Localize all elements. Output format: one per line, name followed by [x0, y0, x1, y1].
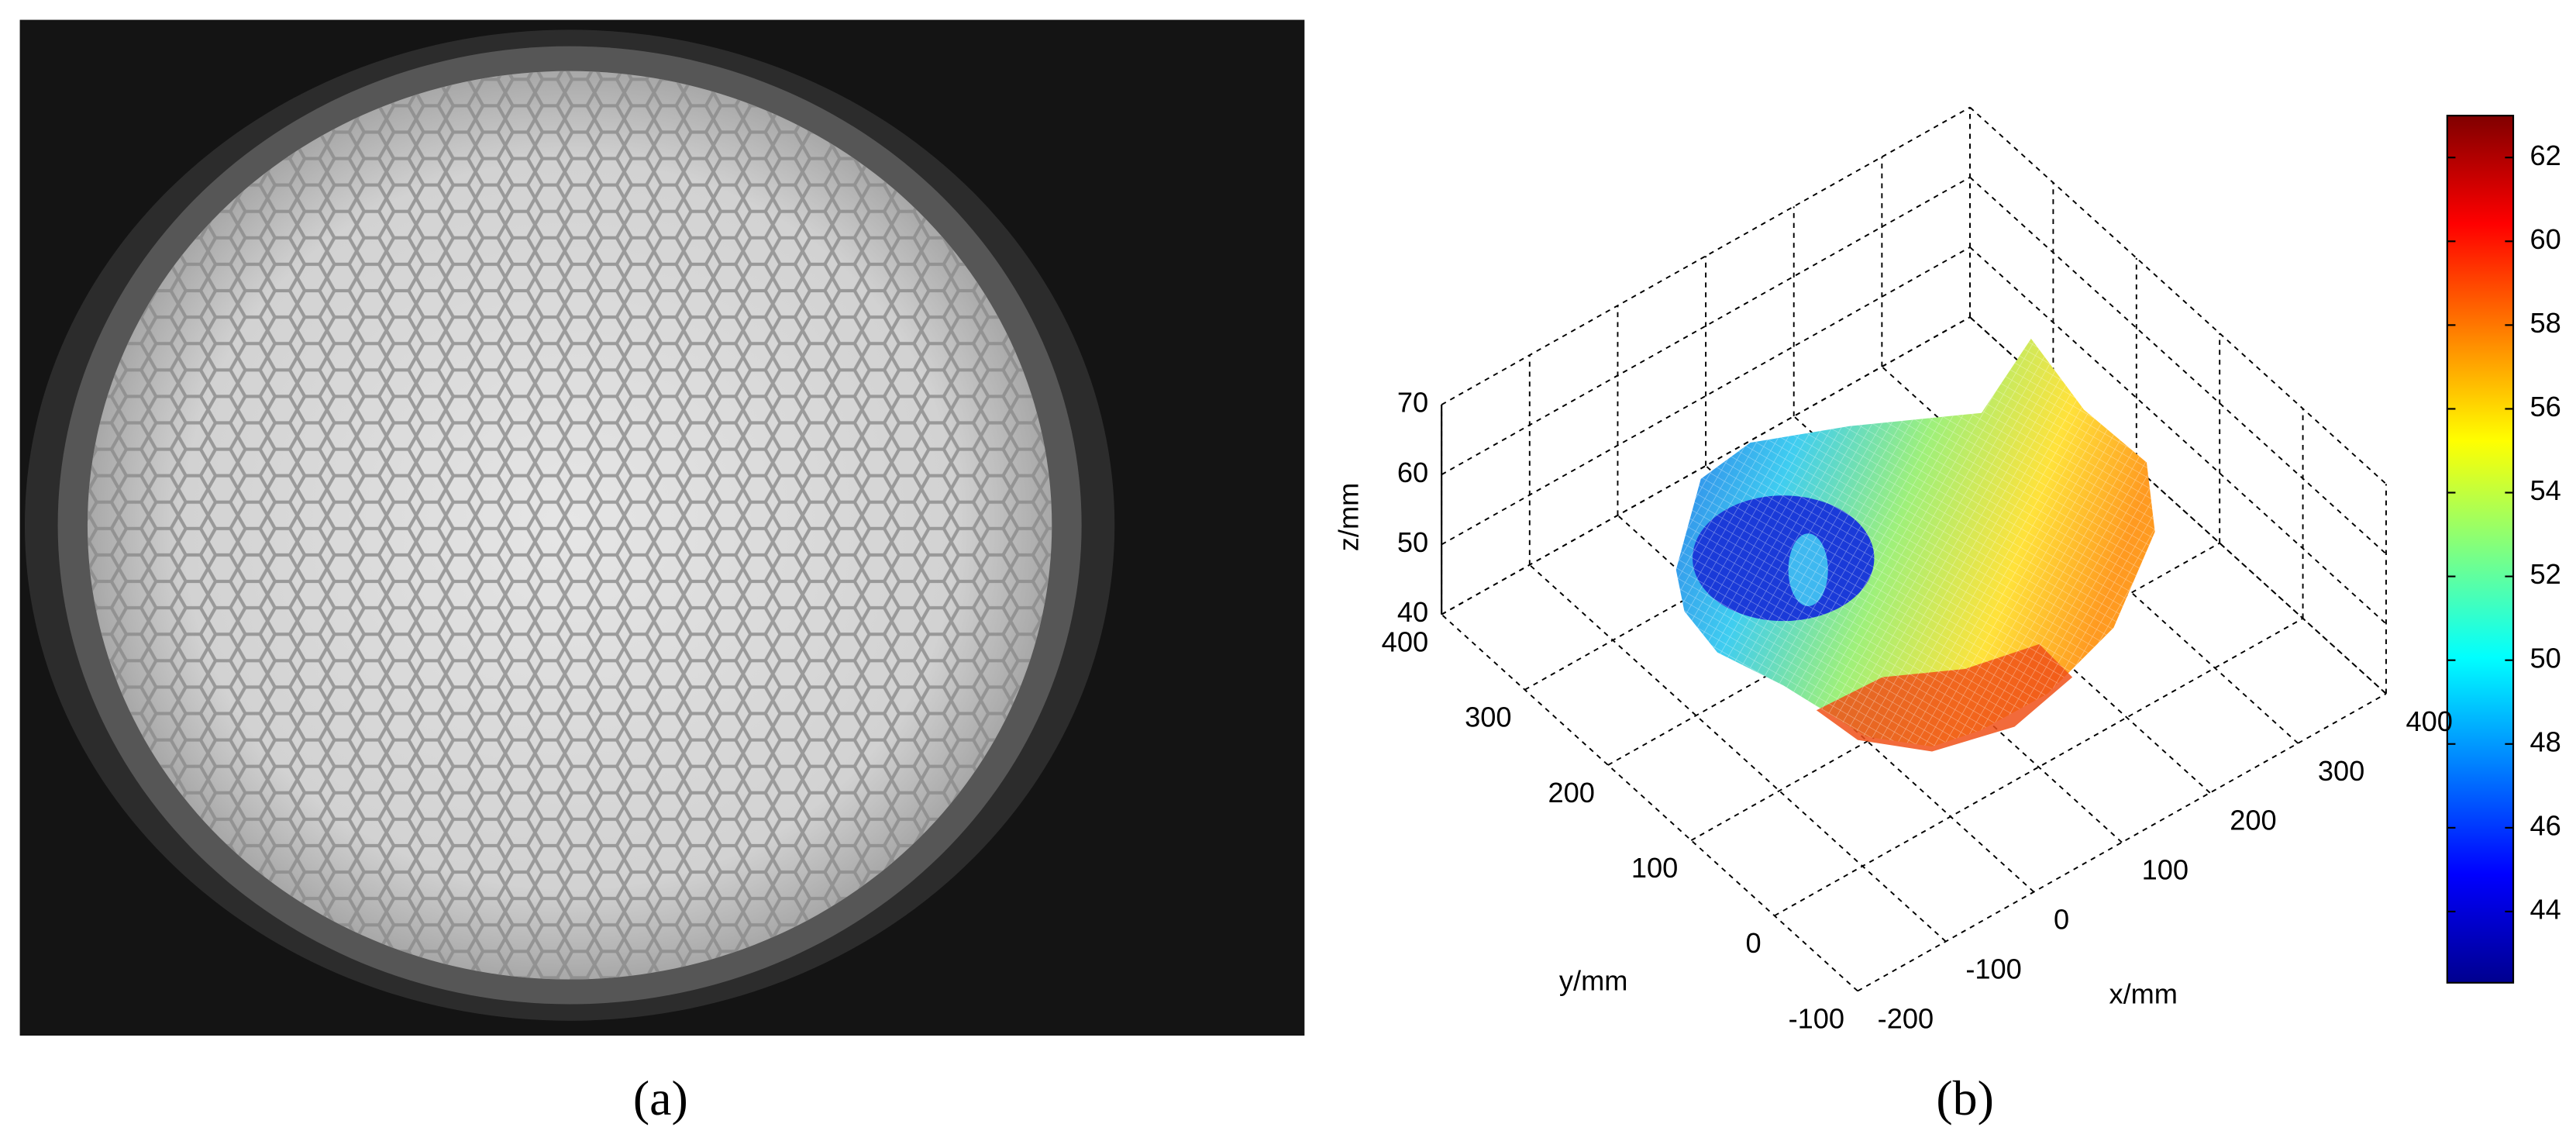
grid-line: [1857, 693, 2387, 992]
grid-line: [1441, 246, 1971, 546]
z-tick-label: 70: [1397, 387, 1428, 419]
colorbar-tick-label: 48: [2530, 726, 2561, 757]
panel-label: (a): [633, 1070, 688, 1126]
surface: [1675, 338, 2155, 752]
grid-line: [1529, 564, 1947, 943]
colorbar-tick-label: 60: [2530, 223, 2561, 255]
grid-line: [1524, 391, 2054, 691]
photo: [19, 19, 1305, 1036]
colorbar-tick-label: 46: [2530, 809, 2561, 841]
colorbar-tick-label: 52: [2530, 558, 2561, 590]
x-tick-label: 100: [2142, 854, 2189, 886]
colorbar-tick-label: 54: [2530, 474, 2561, 506]
z-axis-label: z/mm: [1333, 483, 1365, 552]
z-tick-label: 50: [1397, 526, 1428, 558]
surface-mesh: [1675, 338, 2155, 747]
panel-label: (b): [1936, 1070, 1994, 1126]
x-tick-label: 300: [2318, 755, 2364, 787]
y-axis-label: y/mm: [1559, 964, 1628, 996]
photo-cells: [87, 71, 1052, 980]
grid-line: [1441, 176, 1971, 476]
colorbar-tick-label: 56: [2530, 391, 2561, 422]
grid-line: [1969, 246, 2387, 625]
colorbar: [2446, 115, 2515, 984]
z-tick-label: 40: [1397, 596, 1428, 628]
y-tick-label: 100: [1631, 852, 1678, 884]
grid-line: [1690, 542, 2220, 841]
grid-line: [1969, 176, 2387, 555]
grid-line: [1969, 106, 2387, 485]
y-tick-label: 300: [1465, 702, 1511, 733]
x-axis-label: x/mm: [2109, 977, 2178, 1009]
grid-line: [1774, 617, 2304, 917]
z-tick-label: 60: [1397, 457, 1428, 488]
grid-line: [1441, 106, 1971, 405]
x-tick-label: 200: [2230, 805, 2276, 836]
grid-line: [1607, 467, 2137, 766]
x-tick-label: 0: [2054, 904, 2069, 936]
x-tick-label: -200: [1878, 1002, 1934, 1034]
x-tick-label: 400: [2406, 705, 2453, 737]
y-tick-label: 200: [1548, 777, 1594, 808]
y-tick-label: -100: [1789, 1002, 1845, 1034]
colorbar-tick-label: 50: [2530, 642, 2561, 674]
x-tick-label: -100: [1965, 953, 2022, 984]
y-tick-label: 0: [1746, 927, 1762, 959]
colorbar-tick-label: 62: [2530, 140, 2561, 171]
colorbar-tick-label: 58: [2530, 307, 2561, 339]
y-tick-label: 400: [1382, 626, 1428, 658]
grid-line: [1441, 613, 1858, 992]
grid-line: [1441, 316, 1971, 615]
colorbar-tick-label: 44: [2530, 894, 2561, 926]
